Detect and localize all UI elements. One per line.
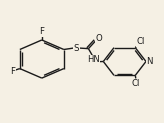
Text: F: F xyxy=(10,67,15,76)
Text: S: S xyxy=(73,44,79,53)
Text: Cl: Cl xyxy=(136,37,145,46)
Text: O: O xyxy=(95,34,102,43)
Text: N: N xyxy=(146,57,153,66)
Text: HN: HN xyxy=(87,55,99,64)
Text: F: F xyxy=(39,27,44,36)
Text: Cl: Cl xyxy=(132,79,140,88)
